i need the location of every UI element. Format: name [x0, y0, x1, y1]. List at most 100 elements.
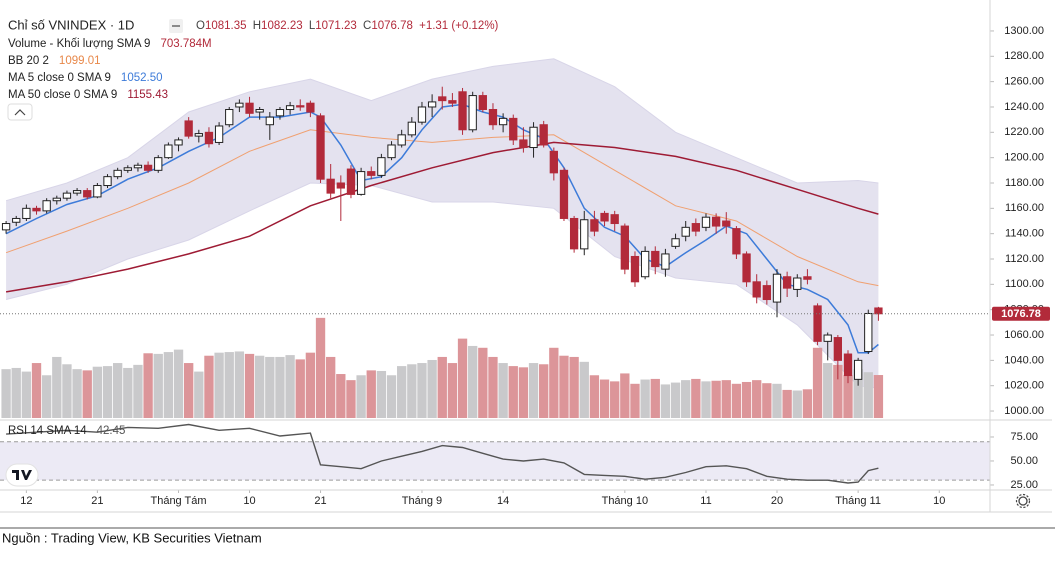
- y-tick-label: 1300.00: [1004, 25, 1044, 37]
- candle-body: [42, 200, 51, 212]
- legend-ma5: MA 5 close 0 SMA 9 1052.50: [8, 72, 163, 84]
- ohlc-value: 1081.35: [205, 20, 247, 32]
- candle-body: [833, 337, 842, 361]
- volume-bar: [62, 364, 72, 418]
- candle-body: [306, 102, 315, 113]
- candle-body: [519, 139, 528, 149]
- volume-bar: [305, 352, 316, 418]
- candle-layer: [1, 86, 883, 386]
- candle-body: [62, 192, 72, 199]
- volume-bar: [72, 369, 82, 418]
- x-tick-label: 20: [771, 495, 783, 507]
- volume-bar: [244, 353, 255, 418]
- volume-bar: [447, 363, 458, 418]
- candle-body: [651, 250, 660, 268]
- candle-body: [387, 144, 396, 159]
- volume-bar: [508, 366, 518, 418]
- y-tick-label: 1060.00: [1004, 329, 1044, 341]
- volume-bar: [224, 352, 234, 418]
- y-tick-label: 1280.00: [1004, 50, 1044, 62]
- candle-body: [701, 216, 711, 228]
- volume-bar: [346, 380, 356, 418]
- candle-body: [235, 102, 244, 108]
- volume-bar: [569, 356, 579, 418]
- volume-bar: [356, 375, 366, 418]
- candle-body: [346, 168, 356, 195]
- candle-body: [853, 359, 863, 380]
- volume-bar: [620, 373, 630, 418]
- ohlc-label: O: [196, 20, 205, 32]
- candle-body: [397, 134, 406, 146]
- candle-body: [793, 277, 802, 290]
- volume-bar: [275, 356, 285, 418]
- candle-body: [569, 217, 579, 250]
- settings-icon[interactable]: [1018, 496, 1028, 506]
- collapse-button[interactable]: [7, 103, 33, 121]
- candle-body: [32, 207, 41, 212]
- candle-body: [113, 169, 122, 178]
- candle-body: [600, 212, 609, 222]
- tv-logo[interactable]: [5, 463, 39, 487]
- candle-body: [711, 216, 721, 227]
- bollinger-band: [6, 58, 879, 389]
- x-tick-label: 11: [700, 495, 711, 507]
- candle-body: [245, 102, 254, 114]
- volume-bar: [295, 359, 305, 418]
- candle-body: [356, 171, 366, 195]
- volume-bar: [204, 355, 214, 418]
- candle-body: [316, 115, 325, 180]
- x-tick-label: 12: [20, 495, 32, 507]
- candle-body: [610, 214, 619, 225]
- rsi-layer: [0, 423, 990, 484]
- candle-body: [275, 109, 285, 117]
- volume-bar: [640, 379, 650, 418]
- volume-bar: [579, 361, 589, 418]
- y-tick-label: 1020.00: [1004, 380, 1044, 392]
- bollinger-upper: [5, 58, 879, 202]
- legend-label: MA 50 close 0 SMA 9: [8, 89, 117, 101]
- volume-bar: [670, 382, 681, 418]
- candle-body: [661, 253, 670, 270]
- ohlc-readout: O1081.35 H1082.23 L1071.23 C1076.78 +1.3…: [196, 20, 499, 32]
- last-price-box: [992, 306, 1050, 321]
- change: +1.31 (+0.12%): [419, 20, 498, 32]
- volume-bar: [427, 359, 437, 418]
- volume-bar: [610, 381, 620, 418]
- volume-bar: [792, 390, 802, 418]
- rsi-tick-label: 25.00: [1010, 479, 1038, 491]
- x-tick-label: 21: [91, 495, 103, 507]
- candle-body: [184, 120, 193, 137]
- moving-average: [5, 141, 879, 293]
- candle-body: [326, 178, 335, 194]
- x-tick-label: 10: [933, 495, 945, 507]
- candle-body: [722, 220, 731, 227]
- candle-body: [762, 285, 771, 301]
- candle-body: [407, 121, 416, 136]
- collapse-icon: [14, 109, 26, 116]
- volume-bar: [457, 338, 468, 418]
- candle-body: [143, 164, 153, 171]
- volume-bar: [721, 380, 731, 418]
- volume-bar: [21, 371, 32, 418]
- legend-value: 1099.01: [59, 55, 101, 67]
- candle-body: [103, 176, 112, 187]
- volume-bar: [326, 356, 336, 418]
- candle-body: [417, 106, 427, 123]
- candle-body: [498, 117, 508, 126]
- volume-bar: [437, 356, 447, 418]
- candle-body: [225, 109, 234, 126]
- candle-body: [752, 281, 761, 298]
- legend-rsi: RSI 14 SMA 14 42.45: [8, 425, 125, 437]
- legend-bb: BB 20 2 1099.01: [8, 55, 101, 67]
- volume-bar: [752, 380, 762, 418]
- volume-bar: [630, 383, 640, 418]
- volume-bar: [498, 363, 508, 418]
- y-tick-label: 1220.00: [1004, 126, 1044, 138]
- volume-bar: [52, 356, 62, 418]
- volume-bar: [782, 389, 792, 418]
- candle-body: [549, 150, 558, 174]
- candle-body: [509, 117, 518, 141]
- candle-body: [22, 207, 31, 219]
- candle-body: [559, 169, 569, 219]
